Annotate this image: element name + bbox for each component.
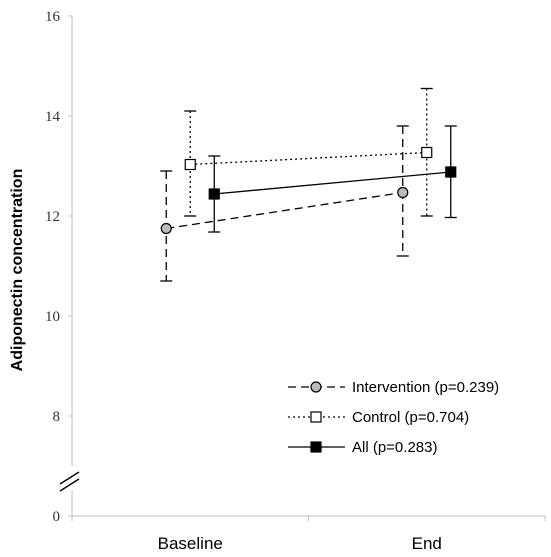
legend-label: Control (p=0.704) <box>352 409 469 426</box>
axis-break-mark <box>59 478 80 492</box>
legend-marker <box>310 381 322 393</box>
y-tick-label: 16 <box>45 9 61 25</box>
legend-label: Intervention (p=0.239) <box>352 379 499 396</box>
y-tick-label: 8 <box>53 409 61 425</box>
legend-item: Intervention (p=0.239) <box>288 379 499 396</box>
series-layer <box>160 87 457 282</box>
data-point <box>208 188 220 200</box>
data-point <box>397 186 409 199</box>
series-line <box>214 171 451 195</box>
y-tick-label: 10 <box>45 309 60 325</box>
x-category-label: End <box>412 534 442 553</box>
data-point <box>184 158 196 171</box>
legend-item: All (p=0.283) <box>288 439 437 456</box>
series-1 <box>184 87 433 217</box>
error-bar <box>420 87 433 217</box>
y-tick-label: 12 <box>45 209 60 225</box>
y-axis-label: Adiponectin concentration <box>9 169 26 372</box>
series-line <box>166 191 403 230</box>
series-line <box>190 151 427 166</box>
legend-marker <box>310 441 322 453</box>
legend-marker <box>310 411 322 423</box>
x-categories: Baseline End <box>71 516 546 553</box>
y-ticks: 0 8 10 12 14 16 <box>45 9 72 525</box>
data-point <box>421 146 433 159</box>
error-bar <box>184 110 197 217</box>
axes <box>59 16 545 517</box>
legend-label: All (p=0.283) <box>352 439 437 456</box>
y-tick-label: 0 <box>53 509 61 525</box>
series-2 <box>208 125 457 233</box>
legend: Intervention (p=0.239) Control (p=0.704) A… <box>288 379 499 456</box>
axis-break-mark <box>59 471 80 485</box>
y-tick-label: 14 <box>45 109 61 125</box>
x-category-label: Baseline <box>158 534 223 553</box>
data-point <box>445 166 457 178</box>
legend-item: Control (p=0.704) <box>288 409 469 426</box>
series-0 <box>160 125 409 282</box>
data-point <box>160 222 172 235</box>
